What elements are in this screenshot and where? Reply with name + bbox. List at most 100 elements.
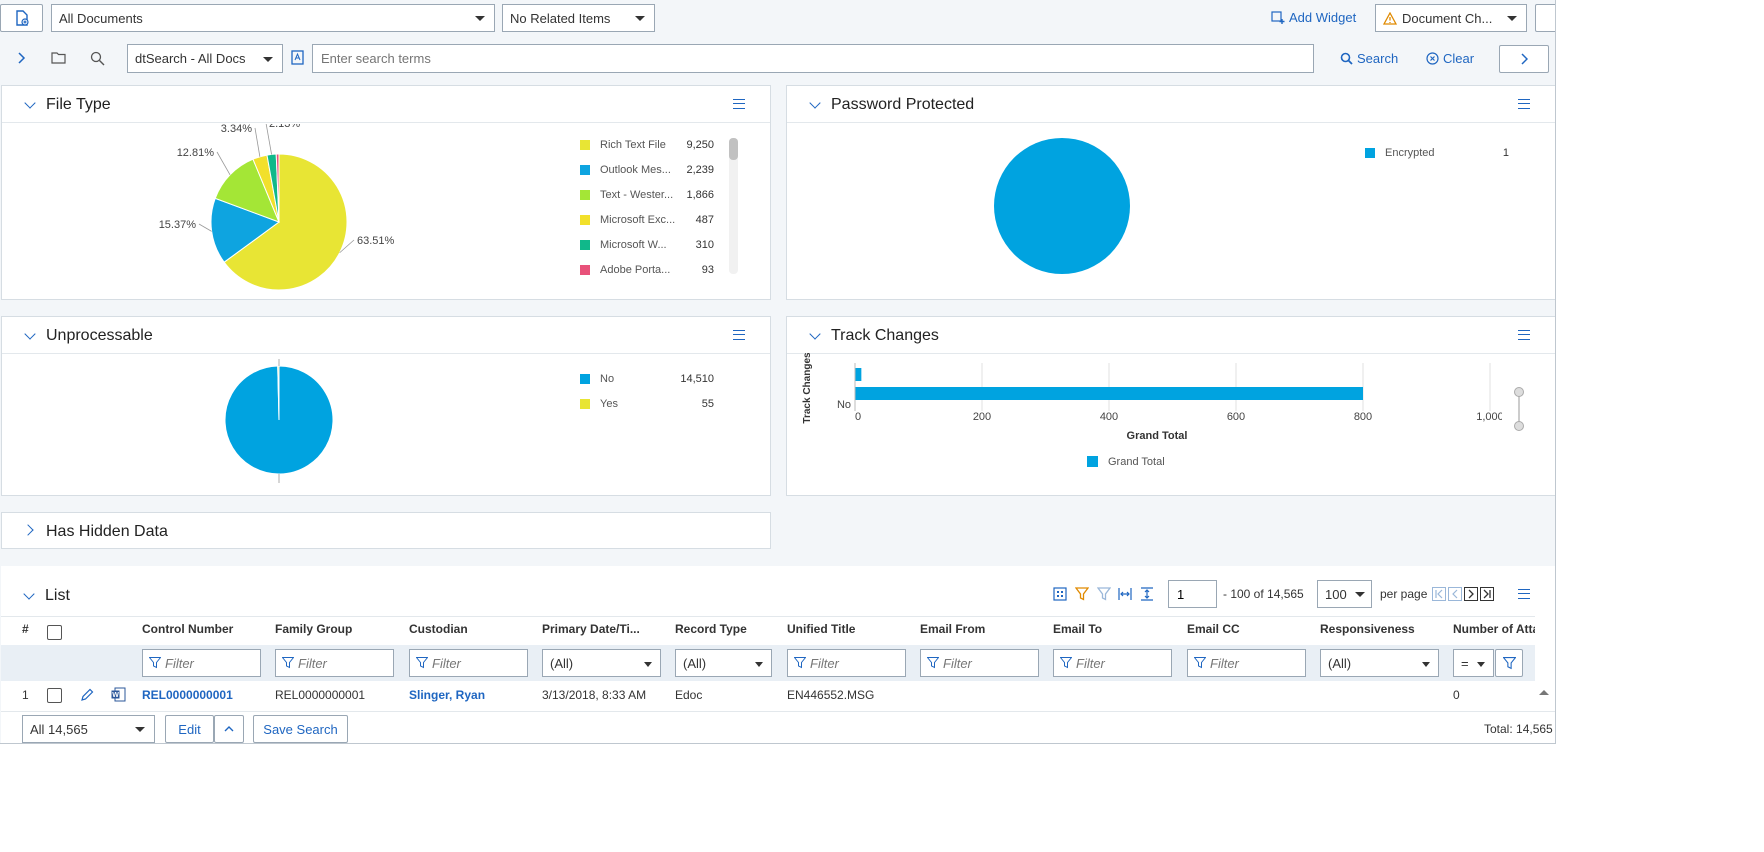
legend-item[interactable]: Text - Wester... 1,866 — [580, 188, 720, 202]
clear-button[interactable]: Clear — [1426, 51, 1474, 66]
dictionary-icon[interactable] — [291, 50, 304, 65]
expand-icon[interactable] — [16, 52, 26, 64]
column-header-control-number[interactable]: Control Number — [142, 622, 234, 636]
filter-icon[interactable] — [1075, 587, 1089, 601]
legend-item[interactable]: No 14,510 — [580, 372, 720, 386]
column-header-family-group[interactable]: Family Group — [275, 622, 353, 636]
save-search-button[interactable]: Save Search — [253, 715, 348, 743]
collapse-chevron-icon[interactable] — [24, 328, 36, 340]
table-row[interactable] — [1, 682, 1535, 710]
edit-pencil-icon[interactable] — [80, 688, 94, 702]
column-header-responsiveness[interactable]: Responsiveness — [1320, 622, 1415, 636]
legend-item[interactable]: Yes 55 — [580, 397, 720, 411]
filter-email-cc[interactable]: Filter — [1187, 649, 1306, 677]
bar-0[interactable] — [855, 368, 862, 381]
widget-menu-icon[interactable] — [733, 99, 745, 109]
leader-line — [265, 124, 272, 155]
document-view-select[interactable]: All Documents — [51, 4, 495, 32]
legend-item[interactable]: Outlook Mes... 2,239 — [580, 163, 720, 177]
collapse-chevron-icon[interactable] — [24, 97, 36, 109]
legend-label[interactable]: Grand Total — [1108, 456, 1165, 468]
search-engine-select[interactable]: dtSearch - All Docs — [127, 44, 283, 73]
legend-item[interactable]: Rich Text File 9,250 — [580, 138, 720, 152]
legend-swatch — [580, 399, 590, 409]
page-range-text: - 100 of 14,565 — [1223, 587, 1304, 601]
filter-control-number[interactable]: Filter — [142, 649, 261, 677]
legend-item[interactable]: Adobe Porta... 93 — [580, 263, 720, 276]
filter-primary-date[interactable]: (All) — [542, 649, 661, 677]
widget-menu-icon[interactable] — [1518, 330, 1530, 340]
field-picker-icon[interactable] — [1053, 587, 1067, 601]
last-page-icon[interactable] — [1480, 587, 1494, 601]
scope-select[interactable]: All 14,565 — [22, 715, 155, 743]
pie-slice-2[interactable] — [214, 158, 280, 223]
column-header-email-from[interactable]: Email From — [920, 622, 986, 636]
list-menu-icon[interactable] — [1518, 589, 1530, 599]
expand-chevron-icon[interactable] — [22, 524, 34, 536]
search-icon[interactable] — [90, 51, 105, 66]
word-document-icon[interactable]: W — [111, 687, 126, 702]
filter-family-group[interactable]: Filter — [275, 649, 394, 677]
vertical-scrollbar[interactable] — [1538, 684, 1552, 710]
search-button[interactable]: Search — [1340, 51, 1398, 66]
pie-slice-encrypted[interactable] — [994, 138, 1130, 274]
next-page-icon[interactable] — [1464, 587, 1478, 601]
legend-swatch — [580, 374, 590, 384]
column-header-number-of-attachments[interactable]: Number of Atta — [1453, 622, 1535, 636]
document-check-select[interactable]: Document Ch... — [1375, 4, 1527, 32]
folder-icon[interactable] — [51, 51, 66, 64]
add-widget-button[interactable]: Add Widget — [1271, 10, 1356, 25]
fit-columns-icon[interactable] — [1118, 588, 1132, 600]
legend-scrollbar[interactable] — [729, 138, 738, 274]
filter-attachments-operator[interactable]: = — [1453, 649, 1494, 677]
edit-options-button[interactable] — [214, 715, 244, 743]
row-height-icon[interactable] — [1140, 587, 1154, 601]
related-items-select[interactable]: No Related Items — [502, 4, 655, 32]
legend-label: Outlook Mes... — [600, 164, 671, 176]
pie-slice-0[interactable] — [223, 153, 348, 291]
column-header-custodian[interactable]: Custodian — [409, 622, 468, 636]
collapse-chevron-icon[interactable] — [809, 328, 821, 340]
chart-zoom-slider[interactable] — [1514, 387, 1524, 431]
filter-attachments-button[interactable] — [1495, 649, 1523, 677]
toolbar-overflow-button[interactable] — [1535, 4, 1555, 32]
new-document-button[interactable] — [0, 4, 43, 32]
pie-slice-1[interactable] — [210, 197, 281, 263]
clear-filter-icon[interactable] — [1097, 587, 1111, 601]
collapse-chevron-icon[interactable] — [23, 588, 35, 600]
select-all-checkbox[interactable] — [47, 625, 62, 640]
row-checkbox[interactable] — [47, 688, 62, 703]
pie-slice-5[interactable] — [275, 153, 280, 223]
previous-page-icon[interactable] — [1448, 587, 1462, 601]
widget-menu-icon[interactable] — [733, 330, 745, 340]
bar-1[interactable] — [855, 387, 1363, 400]
slice-percent-label: 3.34% — [221, 124, 252, 135]
chevron-down-icon — [644, 662, 652, 667]
collapse-chevron-icon[interactable] — [809, 97, 821, 109]
legend-value: 310 — [695, 239, 714, 251]
filter-custodian[interactable]: Filter — [409, 649, 528, 677]
widget-menu-icon[interactable] — [1518, 99, 1530, 109]
x-tick-label: 200 — [973, 411, 991, 423]
filter-email-from[interactable]: Filter — [920, 649, 1039, 677]
filter-email-to[interactable]: Filter — [1053, 649, 1172, 677]
search-input[interactable] — [312, 44, 1314, 73]
filter-responsiveness[interactable]: (All) — [1320, 649, 1439, 677]
column-header-record-type[interactable]: Record Type — [675, 622, 747, 636]
search-panel-toggle-button[interactable] — [1499, 45, 1549, 73]
filter-unified-title[interactable]: Filter — [787, 649, 906, 677]
legend-item[interactable]: Encrypted 1 — [1365, 146, 1509, 160]
column-header-email-to[interactable]: Email To — [1053, 622, 1103, 636]
legend-item[interactable]: Microsoft W... 310 — [580, 238, 720, 252]
first-page-icon[interactable] — [1432, 587, 1446, 601]
per-page-select[interactable]: 100 — [1317, 580, 1372, 608]
column-header-email-cc[interactable]: Email CC — [1187, 622, 1240, 636]
edit-button[interactable]: Edit — [165, 715, 214, 743]
filter-record-type[interactable]: (All) — [675, 649, 772, 677]
cell-custodian[interactable]: Slinger, Ryan — [409, 688, 486, 702]
legend-item[interactable]: Microsoft Exc... 487 — [580, 213, 720, 227]
column-header-unified-title[interactable]: Unified Title — [787, 622, 856, 636]
column-header-primary-date[interactable]: Primary Date/Ti... — [542, 622, 640, 636]
cell-control-number[interactable]: REL0000000001 — [142, 688, 233, 702]
page-number-input[interactable] — [1168, 580, 1217, 608]
